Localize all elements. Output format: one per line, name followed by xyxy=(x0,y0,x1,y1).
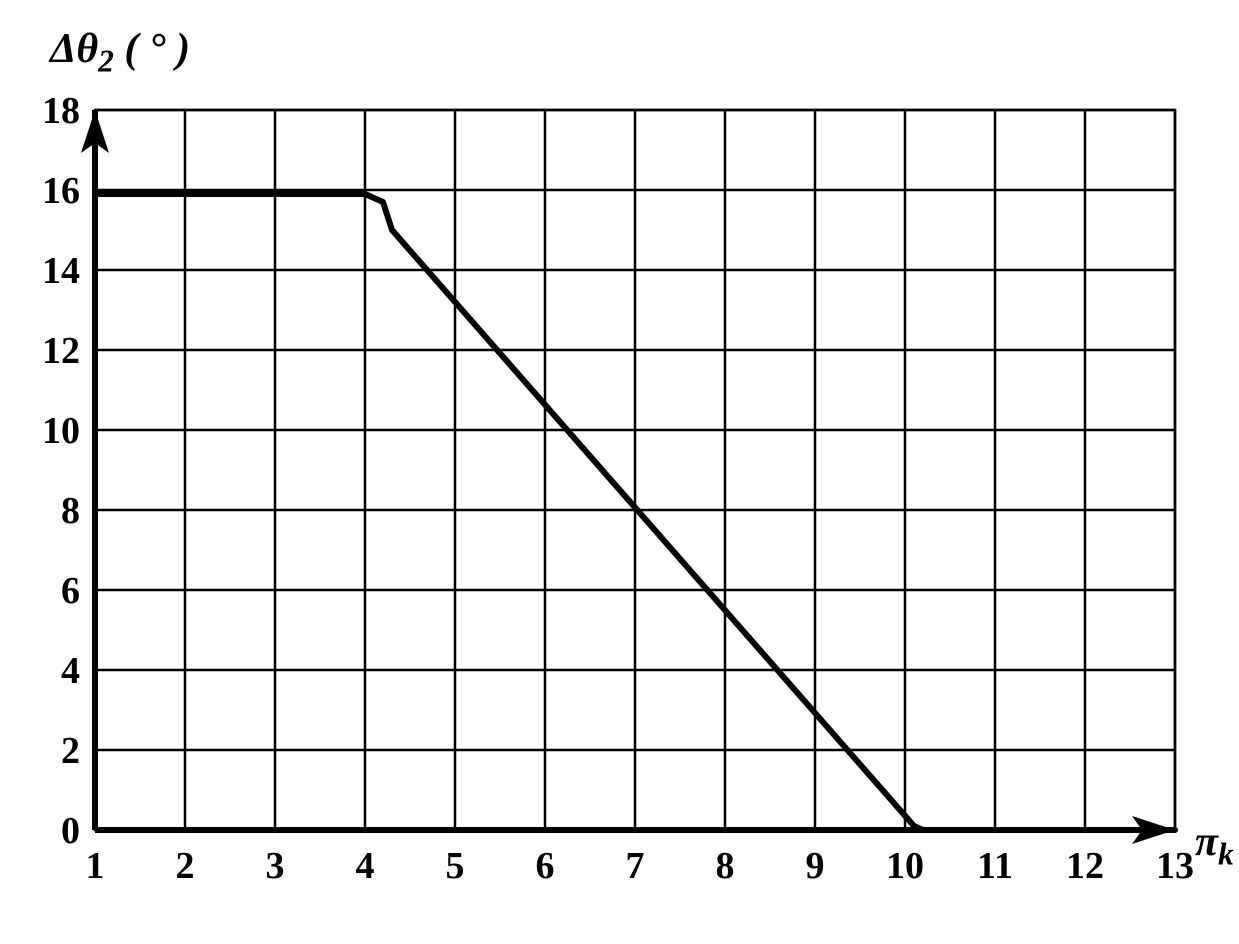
x-tick-label: 5 xyxy=(446,845,465,887)
y-tick-label: 2 xyxy=(61,730,80,772)
x-tick-label: 1 xyxy=(86,845,105,887)
y-tick-label: 4 xyxy=(61,650,80,692)
chart-svg: 02468101214161812345678910111213 xyxy=(20,20,1239,924)
y-tick-label: 0 xyxy=(61,810,80,852)
x-tick-label: 4 xyxy=(356,845,375,887)
x-tick-label: 3 xyxy=(266,845,285,887)
x-tick-label: 9 xyxy=(806,845,825,887)
x-tick-label: 12 xyxy=(1066,845,1104,887)
x-tick-label: 11 xyxy=(977,845,1013,887)
x-tick-label: 6 xyxy=(536,845,555,887)
x-tick-label: 8 xyxy=(716,845,735,887)
y-tick-label: 14 xyxy=(42,250,80,292)
y-tick-label: 12 xyxy=(42,330,80,372)
y-tick-label: 16 xyxy=(42,170,80,212)
x-tick-label: 7 xyxy=(626,845,645,887)
x-tick-label: 2 xyxy=(176,845,195,887)
y-tick-label: 10 xyxy=(42,410,80,452)
chart-container: Δθ2 ( ° ) πk 024681012141618123456789101… xyxy=(20,20,1239,924)
y-tick-label: 6 xyxy=(61,570,80,612)
x-tick-label: 13 xyxy=(1156,845,1194,887)
y-tick-label: 18 xyxy=(42,90,80,132)
x-tick-label: 10 xyxy=(886,845,924,887)
y-tick-label: 8 xyxy=(61,490,80,532)
